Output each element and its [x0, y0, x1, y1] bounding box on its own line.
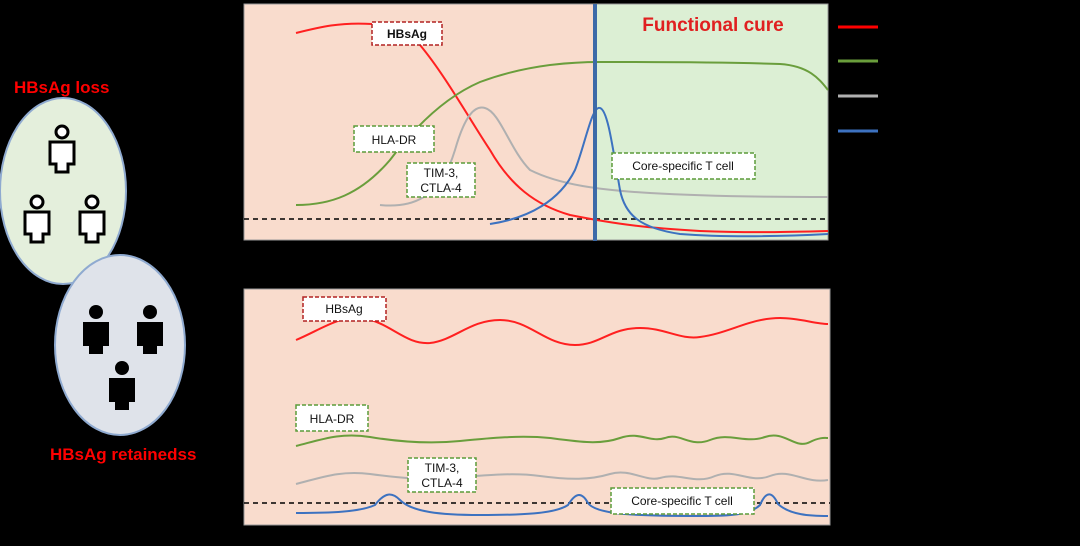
tim3-label-box [407, 457, 477, 493]
core-t-cell-curve [295, 493, 829, 518]
tim3-label-line1: TIM-3, [425, 461, 460, 475]
hla-dr-label-box [295, 404, 369, 432]
retainer-group-ellipse [54, 254, 186, 436]
tim3-label-line2: CTLA-4 [420, 181, 462, 195]
hla-dr-curve [295, 434, 829, 447]
hbsag-label-box [371, 21, 443, 46]
functional-cure-title: Functional cure [642, 15, 783, 36]
core-t-label-box [610, 487, 755, 515]
tim3-label-line1: TIM-3, [424, 166, 459, 180]
hla-dr-label: HLA-DR [310, 412, 355, 426]
hbsag-retainer-label: HBsAg retainedss [50, 445, 196, 464]
hla-dr-label-box [353, 125, 435, 153]
person-icon [78, 194, 106, 244]
tim3-label-box [406, 162, 476, 198]
tim3-label-line2: CTLA-4 [421, 476, 463, 490]
hbsag-label: HBsAg [387, 27, 427, 41]
person-icon [23, 194, 51, 244]
hbsag-curve [295, 316, 829, 347]
core-t-label-box [611, 152, 756, 180]
hla-dr-curve [295, 60, 829, 206]
hbsag-label: HBsAg [325, 302, 362, 316]
tim3-curve [295, 471, 829, 485]
hbsag-loss-label: HBsAg loss [14, 78, 109, 97]
person-icon [83, 305, 109, 354]
functional-cure-region [595, 3, 829, 241]
hbsag-label-box [302, 296, 387, 322]
core-t-cell-curve [489, 107, 829, 238]
hla-dr-label: HLA-DR [372, 133, 417, 147]
person-icon [48, 124, 76, 174]
core-t-label: Core-specific T cell [632, 159, 734, 173]
person-icon [109, 361, 135, 410]
person-icon [137, 305, 163, 354]
core-t-label: Core-specific T cell [631, 494, 733, 508]
